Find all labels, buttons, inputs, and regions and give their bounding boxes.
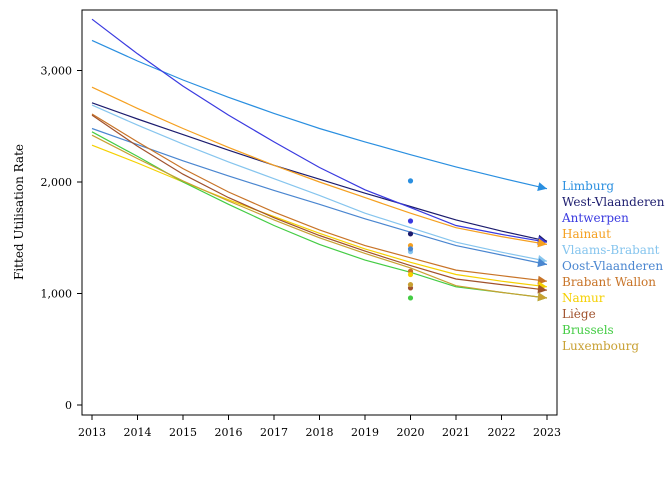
series-line: [91, 102, 548, 242]
axes: 2013 2014 2015 2016 2017 2018 2019 2020 2021 2022…: [41, 65, 562, 440]
observed-point: [407, 231, 414, 237]
observed-point: [407, 281, 414, 288]
x-tick-label: 2021: [442, 426, 470, 439]
series-arrowhead: [537, 284, 547, 294]
legend-label: Brussels: [562, 323, 614, 337]
x-tick-label: 2018: [306, 426, 334, 439]
y-tick-label: 2,000: [41, 176, 73, 189]
x-tick-label: 2017: [260, 426, 288, 439]
y-axis-title: Fitted Utilisation Rate: [12, 144, 26, 280]
observed-point: [407, 295, 414, 301]
x-tick-label: 2022: [488, 426, 516, 439]
series-lines: [91, 18, 548, 302]
y-tick-label: 0: [65, 399, 72, 412]
series-arrowhead: [537, 258, 547, 268]
observed-points: [407, 178, 414, 301]
plot-frame: [81, 9, 558, 416]
legend-label: Brabant Wallon: [562, 275, 656, 289]
series-line: [91, 113, 548, 282]
x-tick-label: 2023: [533, 426, 561, 439]
legend-label: Luxembourg: [562, 339, 639, 353]
y-tick-label: 3,000: [41, 65, 73, 78]
legend: Limburg West-Vlaanderen Antwerpen Hainaut Vl…: [561, 179, 665, 353]
x-tick-label: 2014: [124, 426, 152, 439]
series-line: [91, 104, 548, 262]
series-line: [91, 114, 548, 291]
y-tick-label: 1,000: [41, 288, 73, 301]
x-tick-label: 2019: [351, 426, 379, 439]
legend-label: Hainaut: [562, 227, 611, 241]
x-tick-label: 2015: [169, 426, 197, 439]
observed-point: [407, 271, 414, 278]
series-line: [91, 144, 548, 288]
legend-label: Vlaams-Brabant: [561, 243, 660, 257]
series-line: [91, 86, 548, 245]
observed-point: [407, 178, 414, 184]
observed-point: [407, 218, 414, 224]
legend-label: Liège: [562, 307, 596, 321]
legend-label: West-Vlaanderen: [562, 195, 665, 209]
x-tick-label: 2020: [397, 426, 425, 439]
series-line: [91, 134, 548, 299]
series-arrowhead: [537, 292, 547, 302]
series-line: [91, 18, 548, 243]
series-line: [91, 127, 548, 266]
series-arrowhead: [537, 238, 547, 248]
observed-point: [407, 246, 414, 252]
legend-label: Namur: [562, 291, 605, 305]
x-tick-label: 2013: [78, 426, 106, 439]
legend-label: Oost-Vlaanderen: [562, 259, 663, 273]
series-arrowhead: [537, 182, 547, 191]
x-tick-label: 2016: [215, 426, 243, 439]
legend-label: Limburg: [562, 179, 614, 193]
series-line: [91, 39, 548, 190]
legend-label: Antwerpen: [561, 211, 629, 225]
